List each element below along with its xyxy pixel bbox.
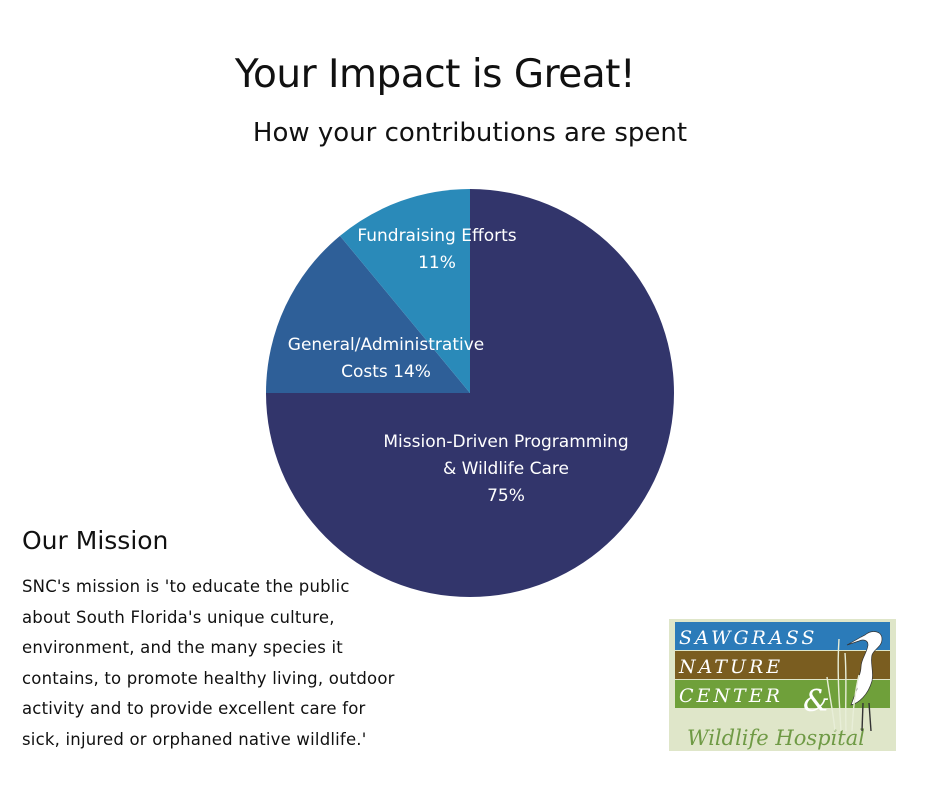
reeds-icon	[826, 638, 860, 732]
pie-slice-labels: Mission-Driven Programming & Wildlife Car…	[288, 226, 629, 506]
page-title: Your Impact is Great!	[234, 52, 636, 97]
pie-slice	[266, 235, 470, 393]
mission-line: contains, to promote healthy living, out…	[22, 668, 395, 688]
logo-line-sawgrass: SAWGRASS	[679, 627, 817, 649]
mission-line: about South Florida's unique culture,	[22, 607, 335, 627]
logo-line-wildlife-hospital: Wildlife Hospital	[687, 726, 865, 750]
mission-line: activity and to provide excellent care f…	[22, 699, 366, 718]
logo-ampersand: &	[803, 684, 830, 719]
mission-text: SNC's mission is 'to educate the public …	[22, 572, 442, 755]
sawgrass-nature-center-logo: SAWGRASS NATURE CENTER & Wildlife Hospit…	[669, 619, 896, 751]
mission-line: sick, injured or orphaned native wildlif…	[22, 729, 367, 749]
logo-line-nature: NATURE	[678, 656, 783, 678]
mission-line: environment, and the many species it	[22, 638, 343, 657]
page-subtitle: How your contributions are spent	[252, 118, 688, 148]
pie-slice-label: Mission-Driven Programming	[383, 432, 628, 452]
pie-slice-label: Fundraising Efforts	[357, 226, 516, 246]
pie-slice-label: 75%	[487, 486, 525, 506]
mission-heading: Our Mission	[22, 526, 169, 555]
logo-band-brown	[675, 651, 890, 679]
logo-band-blue	[675, 622, 890, 650]
pie-slice-label: & Wildlife Care	[443, 459, 569, 479]
pie-slices	[266, 189, 674, 597]
pie-slice-label: 11%	[418, 253, 456, 273]
heron-icon	[846, 631, 883, 732]
logo-line-center: CENTER	[679, 685, 783, 707]
pie-slice-label: General/Administrative	[288, 335, 484, 355]
pie-slice	[339, 189, 470, 393]
mission-line: SNC's mission is 'to educate the public	[22, 577, 350, 596]
pie-slice-label: Costs 14%	[341, 362, 431, 382]
